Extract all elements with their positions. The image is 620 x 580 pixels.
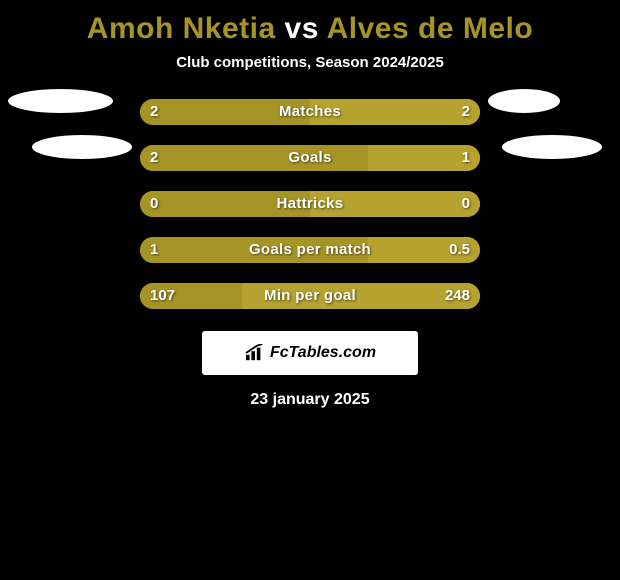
- logo-text: FcTables.com: [270, 344, 376, 362]
- stat-row: 2 Matches 2: [0, 89, 620, 135]
- bar-label: Min per goal: [140, 283, 480, 309]
- stat-bar-goals-per-match: 1 Goals per match 0.5: [140, 237, 480, 263]
- date-text: 23 january 2025: [0, 375, 620, 409]
- bar-label: Goals per match: [140, 237, 480, 263]
- bar-label: Matches: [140, 99, 480, 125]
- stat-bar-goals: 2 Goals 1: [140, 145, 480, 171]
- bar-value-right: 1: [462, 145, 470, 171]
- stat-bar-matches: 2 Matches 2: [140, 99, 480, 125]
- title-player1: Amoh Nketia: [87, 12, 276, 45]
- bar-label: Hattricks: [140, 191, 480, 217]
- logo-box: FcTables.com: [202, 331, 418, 375]
- stat-row: 0 Hattricks 0: [0, 181, 620, 227]
- title-vs: vs: [285, 12, 319, 45]
- subtitle: Club competitions, Season 2024/2025: [0, 54, 620, 89]
- stat-row: 2 Goals 1: [0, 135, 620, 181]
- bar-label: Goals: [140, 145, 480, 171]
- page-title: Amoh Nketia vs Alves de Melo: [0, 8, 620, 54]
- stat-bar-min-per-goal: 107 Min per goal 248: [140, 283, 480, 309]
- infographic-container: Amoh Nketia vs Alves de Melo Club compet…: [0, 0, 620, 409]
- stat-row: 1 Goals per match 0.5: [0, 227, 620, 273]
- bar-value-right: 2: [462, 99, 470, 125]
- stat-bar-hattricks: 0 Hattricks 0: [140, 191, 480, 217]
- bar-value-right: 0: [462, 191, 470, 217]
- bar-value-right: 248: [445, 283, 470, 309]
- bar-chart-icon: [244, 344, 266, 362]
- stats-area: 2 Matches 2 2 Goals 1 0 Hattricks: [0, 89, 620, 319]
- bar-value-right: 0.5: [449, 237, 470, 263]
- title-player2: Alves de Melo: [327, 12, 534, 45]
- stat-row: 107 Min per goal 248: [0, 273, 620, 319]
